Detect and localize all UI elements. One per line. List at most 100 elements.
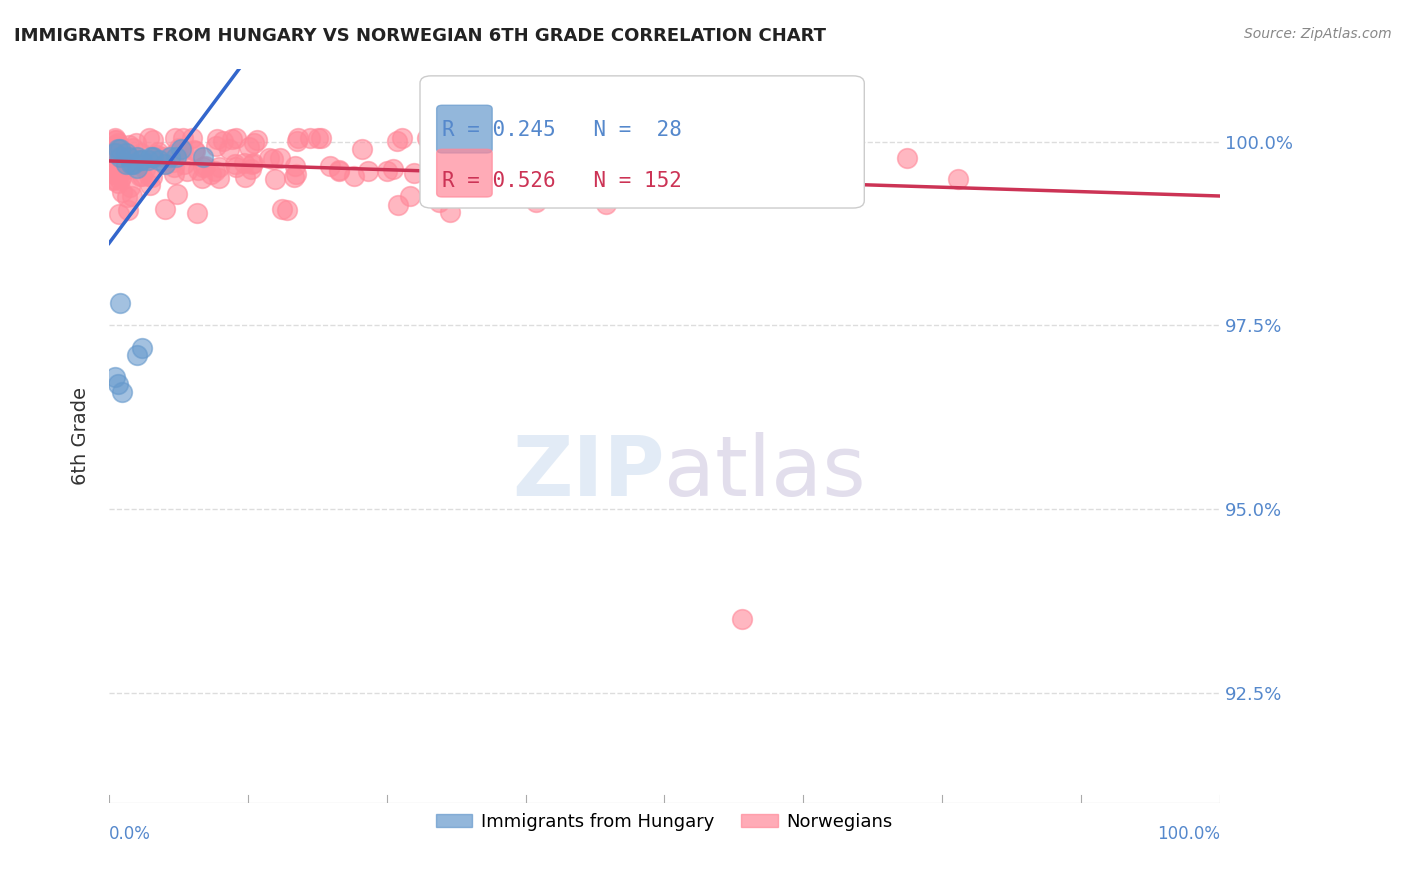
Norwegians bbox=[242, 155, 264, 169]
Norwegians bbox=[387, 198, 409, 212]
Immigrants from Hungary bbox=[125, 161, 148, 175]
Immigrants from Hungary bbox=[120, 157, 142, 171]
FancyBboxPatch shape bbox=[437, 149, 492, 197]
Norwegians bbox=[399, 188, 422, 202]
Norwegians bbox=[173, 157, 195, 171]
Norwegians bbox=[104, 149, 127, 163]
Norwegians bbox=[419, 131, 441, 145]
Norwegians bbox=[104, 131, 127, 145]
Norwegians bbox=[163, 131, 186, 145]
Immigrants from Hungary bbox=[159, 150, 181, 164]
Immigrants from Hungary bbox=[141, 150, 163, 164]
Norwegians bbox=[422, 163, 444, 178]
Norwegians bbox=[128, 169, 150, 183]
Immigrants from Hungary bbox=[136, 153, 159, 168]
FancyBboxPatch shape bbox=[437, 105, 492, 153]
Immigrants from Hungary bbox=[122, 157, 145, 171]
Norwegians bbox=[276, 202, 298, 217]
Immigrants from Hungary bbox=[193, 150, 215, 164]
Norwegians bbox=[153, 157, 176, 171]
Norwegians bbox=[121, 189, 143, 203]
Norwegians bbox=[287, 134, 309, 148]
Immigrants from Hungary bbox=[108, 150, 131, 164]
Norwegians bbox=[208, 171, 231, 186]
Norwegians bbox=[285, 167, 308, 181]
Norwegians bbox=[169, 141, 191, 155]
Norwegians bbox=[309, 131, 332, 145]
Norwegians bbox=[104, 138, 127, 153]
Norwegians bbox=[104, 164, 127, 178]
Norwegians bbox=[381, 161, 404, 176]
Norwegians bbox=[108, 207, 131, 221]
Norwegians bbox=[546, 145, 568, 159]
Norwegians bbox=[262, 152, 284, 166]
Immigrants from Hungary bbox=[103, 145, 125, 160]
Norwegians bbox=[142, 151, 165, 165]
Norwegians bbox=[145, 148, 167, 162]
FancyBboxPatch shape bbox=[420, 76, 865, 208]
Norwegians bbox=[110, 142, 132, 156]
Norwegians bbox=[744, 149, 766, 163]
Text: R = 0.526   N = 152: R = 0.526 N = 152 bbox=[443, 171, 682, 191]
Text: 0.0%: 0.0% bbox=[110, 825, 150, 843]
Norwegians bbox=[503, 138, 526, 153]
Norwegians bbox=[134, 161, 156, 176]
Norwegians bbox=[104, 159, 127, 173]
Norwegians bbox=[163, 167, 186, 181]
Norwegians bbox=[731, 612, 754, 626]
Norwegians bbox=[127, 157, 149, 171]
Norwegians bbox=[287, 131, 309, 145]
Norwegians bbox=[948, 171, 970, 186]
Norwegians bbox=[152, 151, 174, 165]
Immigrants from Hungary bbox=[114, 157, 136, 171]
Text: atlas: atlas bbox=[665, 432, 866, 513]
Norwegians bbox=[176, 164, 198, 178]
Norwegians bbox=[235, 169, 257, 184]
Norwegians bbox=[307, 131, 329, 145]
Norwegians bbox=[583, 143, 606, 157]
Norwegians bbox=[439, 205, 461, 219]
Norwegians bbox=[319, 160, 342, 174]
Norwegians bbox=[218, 141, 240, 155]
Norwegians bbox=[283, 169, 305, 184]
Norwegians bbox=[104, 133, 127, 147]
Norwegians bbox=[191, 160, 214, 174]
Norwegians bbox=[190, 170, 212, 185]
Norwegians bbox=[284, 159, 307, 173]
Norwegians bbox=[524, 194, 547, 209]
Norwegians bbox=[103, 172, 125, 186]
Norwegians bbox=[142, 133, 165, 147]
Norwegians bbox=[271, 202, 294, 217]
Norwegians bbox=[641, 162, 664, 177]
Text: IMMIGRANTS FROM HUNGARY VS NORWEGIAN 6TH GRADE CORRELATION CHART: IMMIGRANTS FROM HUNGARY VS NORWEGIAN 6TH… bbox=[14, 27, 827, 45]
Norwegians bbox=[475, 160, 498, 174]
Norwegians bbox=[125, 136, 148, 151]
Norwegians bbox=[299, 131, 322, 145]
Norwegians bbox=[112, 145, 135, 159]
Norwegians bbox=[107, 176, 129, 190]
Norwegians bbox=[105, 151, 128, 165]
Norwegians bbox=[104, 143, 127, 157]
Norwegians bbox=[118, 180, 141, 194]
Norwegians bbox=[524, 139, 547, 153]
Norwegians bbox=[356, 164, 378, 178]
Norwegians bbox=[118, 137, 141, 152]
Norwegians bbox=[550, 137, 572, 152]
Norwegians bbox=[103, 159, 125, 173]
Norwegians bbox=[200, 167, 222, 181]
Norwegians bbox=[141, 170, 163, 185]
Y-axis label: 6th Grade: 6th Grade bbox=[72, 386, 90, 484]
Norwegians bbox=[101, 173, 124, 187]
Immigrants from Hungary bbox=[165, 150, 187, 164]
Norwegians bbox=[107, 144, 129, 158]
Norwegians bbox=[108, 169, 131, 183]
Norwegians bbox=[146, 145, 169, 160]
Norwegians bbox=[402, 167, 425, 181]
Norwegians bbox=[208, 161, 231, 175]
Norwegians bbox=[145, 150, 167, 164]
Norwegians bbox=[115, 190, 138, 204]
Norwegians bbox=[439, 154, 461, 169]
Immigrants from Hungary bbox=[108, 142, 131, 156]
Norwegians bbox=[121, 141, 143, 155]
Norwegians bbox=[328, 162, 350, 177]
